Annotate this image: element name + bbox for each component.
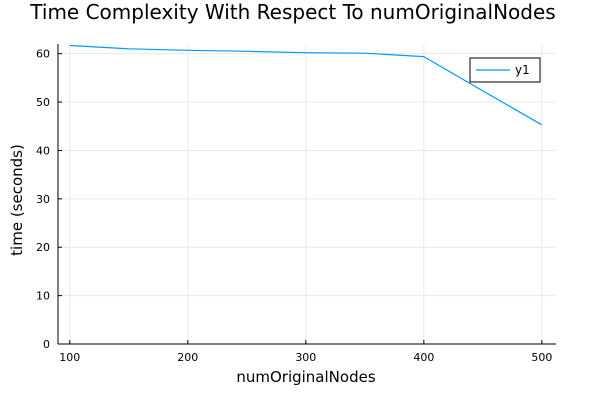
y-axis-label: time (seconds): [8, 144, 26, 256]
x-axis-label: numOriginalNodes: [236, 368, 375, 386]
ticks: 100 200 300 400 500 0 10 20 30 40 50 60: [36, 48, 552, 364]
y-tick-label: 30: [36, 193, 50, 206]
x-tick-label: 200: [177, 351, 198, 364]
chart-title: Time Complexity With Respect To numOrigi…: [29, 0, 555, 24]
y-tick-label: 0: [43, 338, 50, 351]
x-tick-label: 400: [413, 351, 434, 364]
legend-label: y1: [515, 63, 530, 77]
grid: [58, 44, 556, 345]
series-line-y1: [69, 44, 543, 126]
x-tick-label: 100: [59, 351, 80, 364]
axes: [57, 44, 556, 345]
legend: y1: [469, 57, 541, 83]
y-tick-label: 50: [36, 96, 50, 109]
x-tick-label: 300: [295, 351, 316, 364]
y-tick-label: 60: [36, 48, 50, 61]
y-tick-label: 40: [36, 144, 50, 157]
y-tick-label: 10: [36, 290, 50, 303]
x-tick-label: 500: [531, 351, 552, 364]
y-tick-label: 20: [36, 241, 50, 254]
plot-lines: [69, 44, 543, 126]
